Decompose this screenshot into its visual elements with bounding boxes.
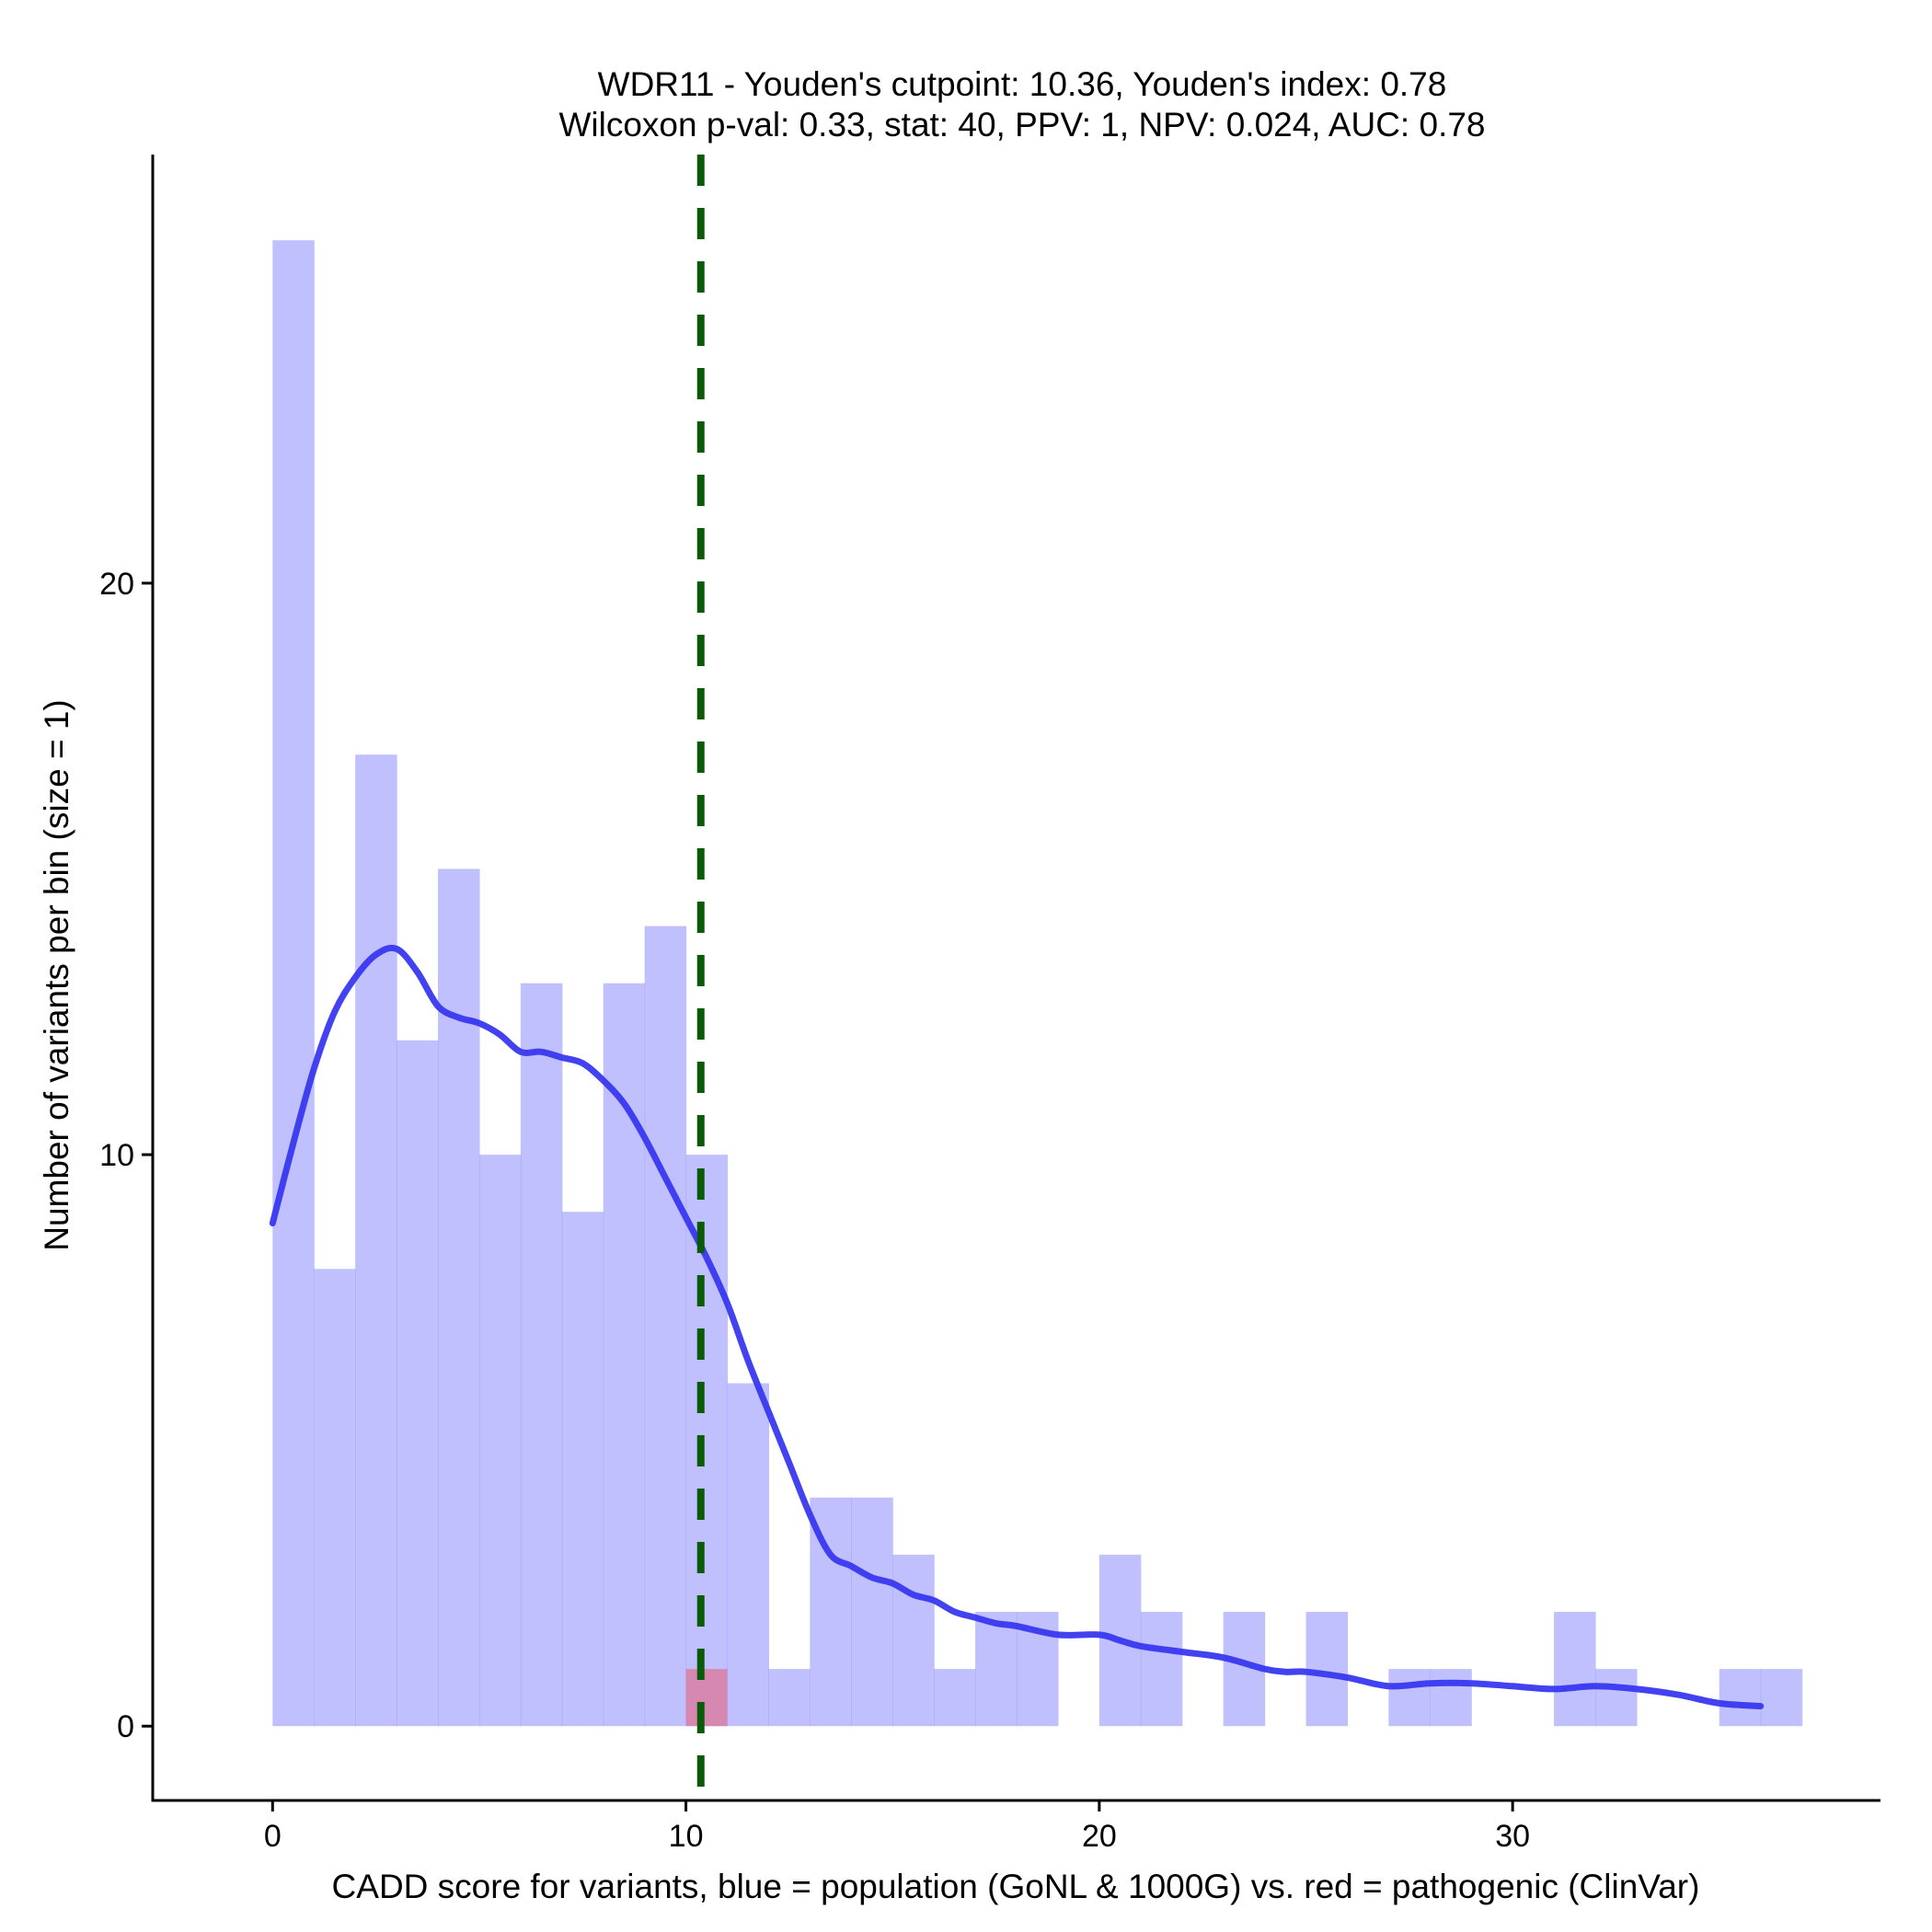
population-bar (1554, 1612, 1596, 1727)
y-ticks: 0 10 20 (99, 567, 153, 1744)
population-bar (1430, 1669, 1472, 1727)
population-bar (934, 1669, 976, 1727)
population-bar (314, 1269, 356, 1727)
population-bar (851, 1497, 893, 1727)
population-bar (1760, 1669, 1803, 1727)
chart-title: WDR11 - Youden's cutpoint: 10.36, Youden… (598, 65, 1447, 103)
population-bar (1140, 1612, 1183, 1727)
x-ticks: 0 10 20 30 (264, 1800, 1530, 1854)
population-bar (438, 868, 480, 1727)
population-bar (520, 983, 563, 1727)
population-bar (768, 1669, 811, 1727)
population-bar (355, 754, 397, 1727)
x-tick-label: 30 (1495, 1819, 1530, 1854)
x-tick-label: 10 (669, 1819, 704, 1854)
population-bar (975, 1612, 1018, 1727)
chart-subtitle: Wilcoxon p-val: 0.33, stat: 40, PPV: 1, … (558, 106, 1485, 144)
y-tick-label: 10 (99, 1138, 134, 1173)
population-bar (1305, 1612, 1349, 1727)
population-bar (561, 1212, 604, 1727)
population-bar (685, 1155, 729, 1727)
population-bar (892, 1554, 935, 1727)
density-layer (269, 944, 1765, 1709)
y-axis-label: Number of variants per bin (size = 1) (38, 699, 75, 1250)
x-tick-label: 20 (1082, 1819, 1117, 1854)
population-bar (478, 1155, 522, 1727)
population-bar (603, 983, 646, 1727)
pathogenic-bar (685, 1669, 728, 1727)
population-bar (644, 926, 687, 1727)
y-tick-label: 20 (99, 567, 134, 602)
population-bar (397, 1040, 439, 1727)
y-tick-label: 0 (117, 1709, 134, 1744)
population-bar (727, 1383, 770, 1727)
bars-layer (272, 240, 1803, 1727)
x-axis-label: CADD score for variants, blue = populati… (332, 1868, 1700, 1905)
pathogenic-bars-layer (685, 1669, 728, 1727)
population-bar (272, 240, 315, 1727)
x-tick-label: 0 (264, 1819, 282, 1854)
population-bar (1719, 1669, 1762, 1727)
population-bar (1388, 1669, 1431, 1727)
population-bar (1594, 1669, 1638, 1727)
density-curve (269, 944, 1765, 1709)
axes (151, 155, 1880, 1802)
